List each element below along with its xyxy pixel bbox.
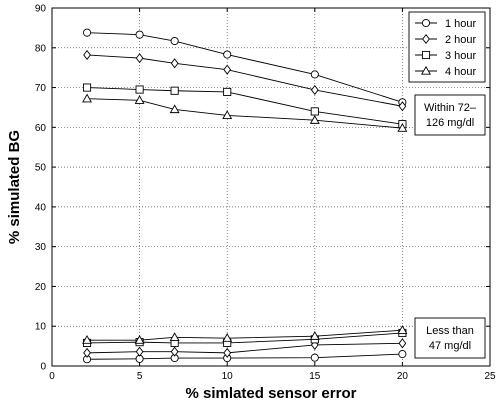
series-point — [223, 50, 232, 59]
grid — [52, 8, 490, 366]
lower-series-point — [170, 346, 179, 357]
series-line — [87, 54, 403, 107]
y-tick-label: 80 — [35, 43, 47, 54]
lower-series-line — [87, 353, 403, 360]
annotation-line: Within 72– — [424, 102, 477, 114]
x-axis-title: % simlated sensor error — [186, 385, 357, 402]
annotation-box — [414, 94, 486, 136]
annotation-line: Less than — [426, 325, 474, 337]
y-tick-label: 10 — [35, 322, 47, 333]
lower-series-point — [310, 339, 319, 350]
series-point — [309, 115, 320, 124]
lower-series-point — [309, 331, 320, 340]
lower-series-point — [83, 347, 91, 358]
lower-series-point — [310, 353, 319, 362]
lower-series-point — [397, 325, 408, 334]
lower-series-point — [223, 347, 232, 358]
series-point — [83, 49, 91, 60]
lower-series-point — [169, 332, 180, 342]
lower-series-point — [135, 346, 144, 357]
legend-label: 4 hour — [445, 66, 477, 78]
series-3 — [82, 93, 408, 132]
series-line — [87, 87, 403, 125]
annotation-line: 126 mg/dl — [426, 117, 474, 129]
series-line — [87, 98, 403, 129]
lower-series-0 — [82, 350, 407, 364]
lower-series-3 — [82, 325, 408, 344]
lower-series-point — [222, 333, 233, 342]
series-point — [310, 70, 319, 79]
legend-marker — [421, 18, 431, 28]
lower-series-point — [82, 335, 93, 344]
lower-series-point — [398, 350, 407, 359]
series-point — [170, 86, 179, 95]
annotation-line: 47 mg/dl — [429, 340, 471, 352]
series-point — [310, 107, 319, 116]
legend-marker — [422, 33, 430, 45]
x-tick-label: 20 — [397, 371, 409, 382]
x-tick-label: 10 — [222, 371, 234, 382]
legend-marker — [421, 65, 431, 75]
series-point — [397, 123, 408, 132]
lower-series-point — [134, 335, 145, 344]
lower-series-1 — [83, 338, 407, 358]
series-point — [398, 101, 407, 112]
series-point — [82, 83, 92, 92]
series-point — [134, 95, 145, 104]
series-point — [169, 104, 180, 114]
annotation-box — [414, 317, 486, 359]
axis-ticks: 0 5 10 15 20 25 0 10 20 30 40 50 60 70 80 90 — [35, 4, 496, 383]
series-point — [135, 85, 144, 94]
series-2 — [82, 83, 407, 129]
legend-label: 3 hour — [445, 50, 477, 62]
series-point — [170, 58, 179, 69]
series-group — [82, 28, 408, 364]
legend-box — [408, 11, 486, 83]
legend-label: 2 hour — [445, 34, 477, 46]
y-tick-label: 20 — [35, 282, 47, 293]
y-tick-label: 0 — [40, 362, 46, 373]
y-tick-label: 60 — [35, 123, 47, 134]
x-tick-label: 0 — [49, 371, 55, 382]
series-line — [87, 32, 403, 103]
series-point — [82, 28, 92, 37]
plot-area-frame — [51, 7, 491, 367]
series-0 — [82, 28, 407, 107]
y-tick-label: 30 — [35, 242, 47, 253]
series-point — [310, 84, 319, 95]
series-1 — [83, 49, 407, 112]
lower-series-point — [398, 338, 407, 349]
series-point — [135, 53, 144, 64]
lower-series-line — [87, 329, 403, 341]
y-tick-label: 70 — [35, 83, 47, 94]
y-tick-label: 90 — [35, 4, 47, 15]
legend: 1 hour 2 hour 3 hour 4 hour — [408, 11, 486, 83]
y-axis-title: % simulated BG — [6, 130, 23, 244]
legend-marker — [421, 50, 431, 60]
x-tick-label: 15 — [309, 371, 321, 382]
lower-series-line — [87, 342, 403, 354]
y-tick-label: 40 — [35, 202, 47, 213]
series-point — [223, 64, 232, 75]
x-tick-label: 5 — [137, 371, 143, 382]
series-point — [135, 30, 144, 39]
series-point — [222, 110, 233, 120]
y-tick-label: 50 — [35, 163, 47, 174]
series-point — [82, 93, 93, 103]
lower-series-line — [87, 332, 403, 344]
series-point — [223, 87, 232, 96]
legend-label: 1 hour — [445, 18, 477, 30]
x-tick-label: 25 — [484, 371, 496, 382]
annotations: Within 72– 126 mg/dl Less than 47 mg/dl — [414, 94, 486, 359]
series-point — [170, 36, 179, 46]
